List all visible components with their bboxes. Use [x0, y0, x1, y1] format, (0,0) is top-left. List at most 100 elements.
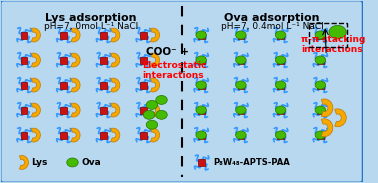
Ellipse shape	[276, 56, 286, 64]
Text: Lys adsorption: Lys adsorption	[45, 13, 137, 23]
Text: pH=7, 0.4mol L⁻¹ NaCl: pH=7, 0.4mol L⁻¹ NaCl	[221, 22, 324, 31]
Text: Ova: Ova	[81, 158, 101, 167]
Bar	[100, 57, 107, 64]
Ellipse shape	[196, 106, 206, 114]
Bar	[100, 82, 107, 89]
Wedge shape	[31, 128, 40, 142]
Bar	[60, 107, 67, 113]
Ellipse shape	[329, 25, 346, 39]
Ellipse shape	[235, 31, 246, 39]
Bar	[277, 57, 284, 64]
Text: P₈W₄₈-APTS-PAA: P₈W₄₈-APTS-PAA	[213, 158, 290, 167]
Ellipse shape	[276, 31, 286, 39]
Bar	[21, 107, 28, 113]
Wedge shape	[111, 78, 120, 92]
Wedge shape	[71, 53, 80, 67]
Text: Ova adsorption: Ova adsorption	[224, 13, 320, 23]
Text: Lys: Lys	[31, 158, 48, 167]
Wedge shape	[111, 53, 120, 67]
Bar	[317, 31, 324, 38]
Wedge shape	[150, 78, 160, 92]
Bar	[237, 107, 244, 113]
Bar	[60, 57, 67, 64]
Wedge shape	[111, 28, 120, 42]
Ellipse shape	[235, 56, 246, 64]
Ellipse shape	[196, 56, 206, 64]
Text: π-π stacking: π-π stacking	[301, 35, 366, 44]
Ellipse shape	[143, 110, 155, 119]
Ellipse shape	[235, 81, 246, 89]
Wedge shape	[31, 103, 40, 117]
Ellipse shape	[235, 106, 246, 114]
Ellipse shape	[315, 106, 325, 114]
Ellipse shape	[146, 120, 158, 129]
Bar	[237, 82, 244, 89]
Wedge shape	[321, 99, 333, 117]
Bar	[140, 31, 147, 38]
FancyBboxPatch shape	[0, 0, 364, 183]
Ellipse shape	[315, 31, 325, 39]
Bar	[198, 132, 204, 139]
Ellipse shape	[235, 131, 246, 139]
Bar	[277, 132, 284, 139]
Bar	[309, 23, 347, 47]
Wedge shape	[31, 53, 40, 67]
Ellipse shape	[196, 81, 206, 89]
Bar	[198, 107, 204, 113]
Text: COO⁻ +: COO⁻ +	[146, 47, 189, 57]
Bar	[198, 159, 205, 166]
Text: Electrostatic: Electrostatic	[143, 61, 207, 70]
Bar	[277, 31, 284, 38]
Bar	[237, 132, 244, 139]
Bar	[140, 107, 147, 113]
Ellipse shape	[276, 106, 286, 114]
Ellipse shape	[315, 131, 325, 139]
Bar	[21, 82, 28, 89]
Bar	[277, 82, 284, 89]
Wedge shape	[335, 109, 346, 127]
Wedge shape	[150, 53, 160, 67]
Bar	[60, 82, 67, 89]
Wedge shape	[111, 128, 120, 142]
Bar	[60, 31, 67, 38]
Bar	[140, 57, 147, 64]
Wedge shape	[71, 128, 80, 142]
Bar	[100, 132, 107, 139]
Ellipse shape	[156, 110, 167, 119]
Bar	[198, 82, 204, 89]
Text: interactions: interactions	[301, 45, 363, 54]
Bar	[100, 31, 107, 38]
Ellipse shape	[67, 158, 78, 167]
Bar	[198, 57, 204, 64]
Ellipse shape	[156, 96, 167, 104]
Wedge shape	[150, 28, 160, 42]
Bar	[198, 31, 204, 38]
Bar	[317, 82, 324, 89]
Wedge shape	[31, 28, 40, 42]
Wedge shape	[150, 128, 160, 142]
Bar	[140, 82, 147, 89]
Bar	[317, 57, 324, 64]
Wedge shape	[71, 103, 80, 117]
Text: interactions: interactions	[143, 71, 204, 80]
Bar	[60, 132, 67, 139]
Bar	[21, 132, 28, 139]
Wedge shape	[31, 78, 40, 92]
Ellipse shape	[196, 131, 206, 139]
Bar	[237, 57, 244, 64]
Bar	[21, 57, 28, 64]
Bar	[277, 107, 284, 113]
Ellipse shape	[315, 56, 325, 64]
Bar	[140, 132, 147, 139]
Wedge shape	[71, 78, 80, 92]
Ellipse shape	[276, 131, 286, 139]
Wedge shape	[71, 28, 80, 42]
Ellipse shape	[196, 31, 206, 39]
Wedge shape	[19, 156, 28, 169]
Bar	[21, 31, 28, 38]
Bar	[317, 107, 324, 113]
Wedge shape	[321, 119, 333, 137]
Ellipse shape	[315, 81, 325, 89]
Bar	[237, 31, 244, 38]
Wedge shape	[150, 103, 160, 117]
